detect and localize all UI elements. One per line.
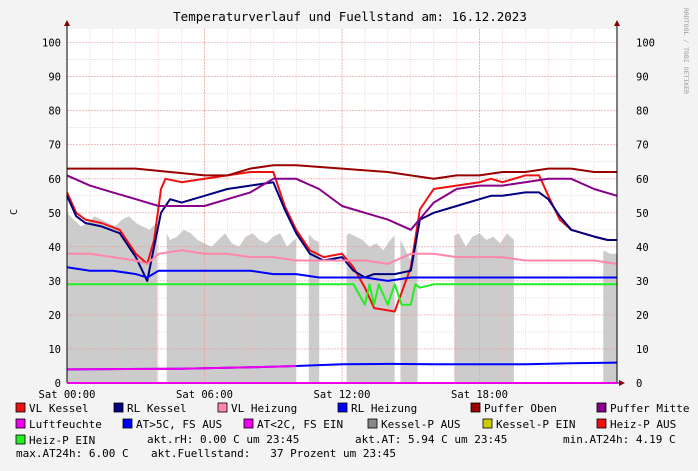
legend-item: VL Kessel — [15, 402, 89, 415]
y-tick-label-left: 0 — [55, 378, 61, 390]
legend-swatch — [217, 402, 228, 413]
y-tick-label-right: 10 — [636, 344, 649, 356]
legend-label: Kessel-P EIN — [496, 418, 575, 431]
legend-label: AT<2C, FS EIN — [257, 418, 343, 431]
legend-label: AT>5C, FS AUS — [136, 418, 222, 431]
fill-gap — [394, 29, 401, 383]
y-tick-label-right: 70 — [636, 140, 649, 152]
y-axis-label: C — [9, 209, 20, 215]
y-axis-arrow-right — [614, 20, 620, 26]
legend-item: Puffer Oben — [470, 402, 557, 415]
y-axis-arrow-left — [64, 20, 70, 26]
y-tick-label-left: 80 — [48, 106, 61, 118]
y-tick-label-right: 0 — [636, 378, 642, 390]
y-tick-label-right: 20 — [636, 310, 649, 322]
y-tick-label-right: 30 — [636, 276, 649, 288]
legend-swatch — [15, 418, 26, 429]
legend-swatch — [596, 418, 607, 429]
y-tick-label-right: 50 — [636, 208, 649, 220]
legend-item: Heiz-P EIN — [15, 434, 95, 447]
status-akt-at: akt.AT: 5.94 C um 23:45 — [355, 433, 507, 446]
y-tick-label-left: 70 — [48, 140, 61, 152]
status-max-at: max.AT24h: 6.00 C — [16, 447, 129, 460]
legend-swatch — [15, 402, 26, 413]
y-tick-label-left: 90 — [48, 72, 61, 84]
y-tick-label-right: 60 — [636, 174, 649, 186]
legend-item: RL Kessel — [113, 402, 187, 415]
legend-swatch — [470, 402, 481, 413]
legend-swatch — [482, 418, 493, 429]
legend: VL Kessel RL Kessel VL Heizung RL Heizung Pu… — [15, 402, 689, 447]
y-tick-label-left: 50 — [48, 208, 61, 220]
legend-swatch — [367, 418, 378, 429]
legend-item: RL Heizung — [337, 402, 417, 415]
legend-label: VL Kessel — [29, 402, 89, 415]
fill-gap — [296, 29, 309, 383]
series-line — [67, 249, 618, 265]
legend-item: Kessel-P EIN — [482, 418, 575, 431]
legend-label: Heiz-P AUS — [610, 418, 676, 431]
legend-swatch — [596, 402, 607, 413]
legend-item: AT>5C, FS AUS — [122, 418, 222, 431]
plot-area: 0 0 10 10 20 20 30 30 40 40 50 50 60 60 70 70 80 80 90 90 10… — [39, 20, 655, 401]
legend-swatch — [243, 418, 254, 429]
legend-swatch — [122, 418, 133, 429]
chart-title: Temperaturverlauf und Fuellstand am: 16.… — [173, 9, 527, 24]
y-tick-label-left: 40 — [48, 242, 61, 254]
series-line — [67, 164, 617, 180]
series-line — [66, 174, 618, 231]
legend-item: AT<2C, FS EIN — [243, 418, 343, 431]
x-axis-arrow — [619, 380, 625, 386]
status-min-at: min.AT24h: 4.19 C — [563, 433, 676, 446]
status-akt-rh: akt.rH: 0.00 C um 23:45 — [147, 433, 299, 446]
legend-item: Puffer Mitte — [596, 402, 689, 415]
legend-label: RL Heizung — [351, 402, 417, 415]
legend-label: VL Heizung — [231, 402, 297, 415]
series-line — [66, 181, 617, 282]
y-tick-label-left: 10 — [48, 344, 61, 356]
y-tick-label-left: 30 — [48, 276, 61, 288]
series-line — [67, 283, 617, 306]
watermark: RRDTOOL / TOBI OETIKER — [682, 8, 690, 94]
legend-label: RL Kessel — [127, 402, 187, 415]
legend-label: Kessel-P AUS — [381, 418, 460, 431]
legend-item: Heiz-P AUS — [596, 418, 676, 431]
y-tick-label-left: 60 — [48, 174, 61, 186]
x-tick-label: Sat 06:00 — [176, 389, 233, 401]
status-fuellstand: akt.Fuellstand: 37 Prozent um 23:45 — [151, 447, 396, 460]
fill-gap — [417, 29, 455, 383]
y-tick-label-right: 90 — [636, 72, 649, 84]
y-tick-label-right: 40 — [636, 242, 649, 254]
legend-label: Heiz-P EIN — [29, 434, 95, 447]
x-tick-label: Sat 00:00 — [39, 389, 96, 401]
legend-label: Luftfeuchte — [29, 418, 102, 431]
legend-label: Puffer Oben — [484, 402, 557, 415]
y-tick-label-left: 20 — [48, 310, 61, 322]
legend-item: Luftfeuchte — [15, 418, 102, 431]
legend-swatch — [113, 402, 124, 413]
fill-gap — [513, 29, 604, 383]
x-tick-label: Sat 18:00 — [451, 389, 508, 401]
y-tick-label-right: 100 — [636, 38, 655, 50]
legend-label: Puffer Mitte — [610, 402, 689, 415]
series-line — [66, 266, 617, 282]
y-tick-label-left: 100 — [42, 38, 61, 50]
legend-item: Kessel-P AUS — [367, 418, 460, 431]
x-tick-label: Sat 12:00 — [314, 389, 371, 401]
legend-item: VL Heizung — [217, 402, 297, 415]
legend-swatch — [337, 402, 348, 413]
y-tick-label-right: 80 — [636, 106, 649, 118]
series-line — [66, 365, 297, 371]
legend-swatch — [15, 434, 26, 445]
